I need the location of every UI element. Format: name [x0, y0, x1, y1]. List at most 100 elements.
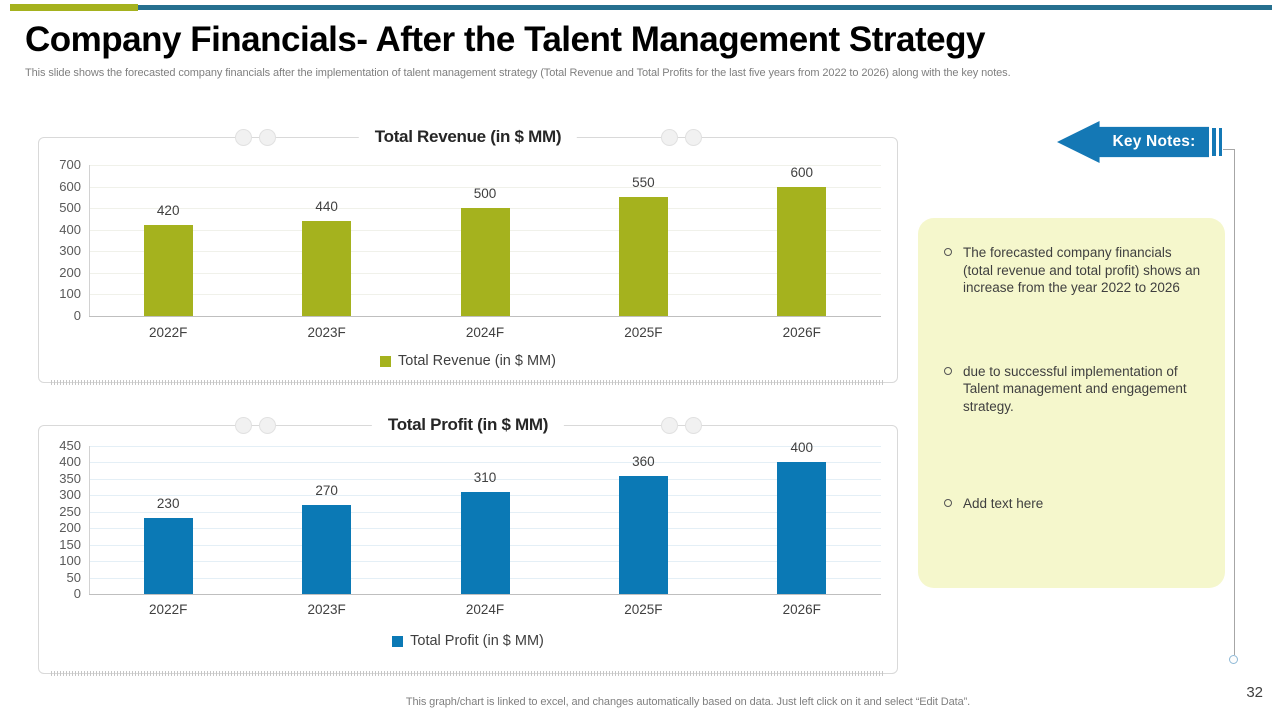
bar-value-label: 230 — [156, 496, 180, 512]
bullet-marker — [944, 499, 952, 508]
dot-icon — [235, 129, 252, 146]
y-tick-label: 700 — [59, 157, 81, 172]
bar[interactable] — [460, 492, 510, 594]
page-title: Company Financials- After the Talent Man… — [25, 20, 985, 59]
bar-value-label: 360 — [632, 453, 655, 469]
slide-subtitle: This slide shows the forecasted company … — [25, 67, 1011, 79]
note-text: due to successful implementation of Tale… — [963, 363, 1187, 414]
connector-line — [1223, 149, 1235, 150]
y-tick-label: 50 — [66, 569, 81, 585]
arrow-tail-stripe — [1212, 128, 1216, 156]
y-tick-label: 300 — [59, 487, 81, 503]
y-tick-label: 450 — [59, 438, 81, 453]
y-tick-label: 300 — [59, 243, 81, 259]
x-category-label: 2023F — [307, 325, 346, 340]
bar[interactable] — [618, 475, 668, 594]
bar[interactable] — [460, 208, 510, 316]
dot-icon — [259, 129, 276, 146]
bar[interactable] — [302, 505, 352, 594]
y-tick-label: 100 — [59, 553, 81, 569]
connector-line — [1234, 149, 1235, 655]
revenue-legend: Total Revenue (in $ MM) — [39, 353, 897, 369]
key-notes-label: Key Notes: — [1112, 133, 1196, 150]
y-tick-label: 400 — [59, 221, 81, 237]
y-tick-label: 400 — [59, 454, 81, 470]
handle-dots-right — [661, 417, 702, 434]
y-tick-label: 350 — [59, 470, 81, 486]
revenue-chart-title: Total Revenue (in $ MM) — [358, 127, 578, 147]
x-axis-line — [89, 316, 881, 317]
legend-swatch — [392, 635, 404, 647]
y-tick-label: 600 — [59, 178, 81, 194]
dot-icon — [259, 417, 276, 434]
bar[interactable] — [143, 225, 193, 316]
x-category-label: 2025F — [624, 602, 663, 617]
x-category-label: 2023F — [307, 602, 346, 617]
bar-value-label: 310 — [473, 470, 497, 486]
note-item: due to successful implementation of Tale… — [944, 363, 1201, 416]
dot-icon — [685, 129, 702, 146]
profit-legend: Total Profit (in $ MM) — [39, 633, 897, 649]
handle-dots-left — [235, 129, 276, 146]
x-axis-line — [89, 594, 881, 595]
gridline — [90, 462, 881, 464]
x-category-label: 2024F — [465, 602, 505, 617]
gridline — [90, 478, 881, 480]
bar[interactable] — [777, 462, 827, 594]
dot-icon — [235, 417, 252, 434]
y-tick-label: 150 — [59, 536, 81, 552]
gridline — [90, 446, 881, 447]
gridline — [90, 165, 881, 166]
y-tick-label: 200 — [59, 520, 81, 536]
y-tick-label: 500 — [59, 200, 81, 216]
footer-note: This graph/chart is linked to excel, and… — [405, 696, 971, 708]
legend-label: Total Profit (in $ MM) — [410, 633, 544, 649]
y-tick-label: 100 — [59, 286, 81, 302]
handle-dots-right — [661, 129, 702, 146]
revenue-chart[interactable]: Total Revenue (in $ MM) Total Revenue (i… — [38, 127, 898, 385]
x-category-label: 2026F — [782, 602, 821, 617]
note-item: The forecasted company financials (total… — [944, 244, 1201, 297]
dashed-border-bottom — [51, 671, 885, 676]
bar-value-label: 270 — [315, 483, 338, 499]
bar-value-label: 500 — [473, 186, 497, 202]
bar-value-label: 400 — [790, 440, 814, 456]
y-axis-line — [89, 446, 90, 594]
handle-dots-left — [235, 417, 276, 434]
key-notes-box: The forecasted company financials (total… — [918, 218, 1225, 588]
bar[interactable] — [777, 186, 827, 316]
bar[interactable] — [302, 221, 352, 316]
bar-value-label: 440 — [315, 199, 338, 215]
x-category-label: 2022F — [149, 602, 188, 617]
arrow-tail-stripe — [1219, 128, 1222, 156]
note-item: Add text here — [944, 495, 1201, 513]
x-category-label: 2026F — [782, 325, 821, 340]
header-accent-green — [10, 4, 138, 11]
note-text: The forecasted company financials (total… — [963, 245, 1201, 296]
bar[interactable] — [143, 518, 193, 594]
profit-chart[interactable]: Total Profit (in $ MM) Total Profit (in … — [38, 415, 898, 676]
header-accent-blue — [138, 5, 1272, 10]
note-text: Add text here — [963, 496, 1044, 512]
x-category-label: 2024F — [465, 325, 505, 340]
y-axis-line — [89, 165, 90, 316]
bar-value-label: 600 — [790, 164, 814, 180]
y-tick-label: 0 — [73, 308, 81, 323]
gridline — [90, 186, 881, 188]
x-category-label: 2022F — [149, 325, 188, 340]
page-number: 32 — [1246, 684, 1263, 701]
legend-swatch — [380, 355, 392, 367]
y-tick-label: 0 — [73, 586, 81, 601]
dot-icon — [661, 129, 678, 146]
x-category-label: 2025F — [624, 325, 663, 340]
key-notes-arrow: Key Notes: — [1057, 121, 1209, 163]
dashed-border-bottom — [51, 380, 885, 385]
bar-value-label: 550 — [632, 175, 655, 191]
bar[interactable] — [618, 197, 668, 316]
dot-icon — [685, 417, 702, 434]
bullet-marker — [944, 366, 952, 375]
bar-value-label: 420 — [156, 203, 180, 219]
connector-endpoint-icon — [1229, 655, 1238, 664]
y-tick-label: 200 — [59, 264, 81, 280]
